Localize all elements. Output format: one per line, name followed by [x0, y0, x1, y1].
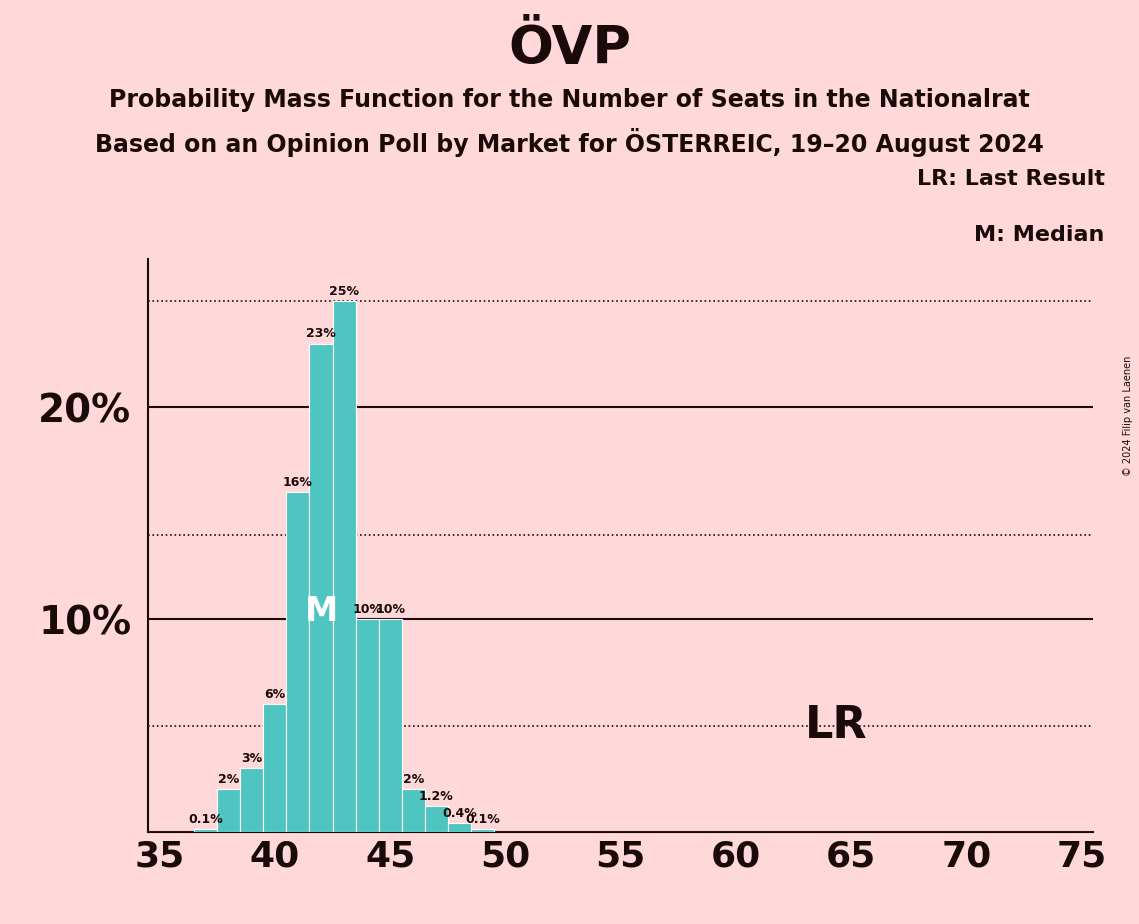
Text: LR: LR — [805, 704, 868, 747]
Text: 2%: 2% — [402, 773, 424, 786]
Text: 6%: 6% — [264, 688, 286, 701]
Text: 0.1%: 0.1% — [465, 813, 500, 826]
Bar — [378, 619, 402, 832]
Text: Probability Mass Function for the Number of Seats in the Nationalrat: Probability Mass Function for the Number… — [109, 88, 1030, 112]
Text: 0.4%: 0.4% — [442, 807, 477, 820]
Bar — [263, 704, 286, 832]
Bar — [402, 789, 425, 832]
Text: LR: Last Result: LR: Last Result — [917, 169, 1105, 189]
Bar — [470, 830, 494, 832]
Text: ÖVP: ÖVP — [508, 23, 631, 75]
Bar — [355, 619, 378, 832]
Bar — [218, 789, 240, 832]
Bar — [240, 768, 263, 832]
Text: 10%: 10% — [375, 603, 405, 616]
Bar — [194, 830, 218, 832]
Text: 16%: 16% — [282, 476, 313, 489]
Text: 25%: 25% — [329, 285, 359, 298]
Text: © 2024 Filip van Laenen: © 2024 Filip van Laenen — [1123, 356, 1133, 476]
Bar — [286, 492, 310, 832]
Text: 2%: 2% — [219, 773, 239, 786]
Bar — [333, 301, 355, 832]
Bar — [425, 806, 448, 832]
Bar — [310, 344, 333, 832]
Text: M: M — [304, 595, 337, 628]
Text: Based on an Opinion Poll by Market for ÖSTERREIC, 19–20 August 2024: Based on an Opinion Poll by Market for Ö… — [96, 128, 1043, 156]
Text: 10%: 10% — [352, 603, 382, 616]
Text: 3%: 3% — [241, 752, 262, 765]
Text: M: Median: M: Median — [975, 225, 1105, 245]
Bar — [448, 823, 470, 832]
Text: 0.1%: 0.1% — [188, 813, 223, 826]
Text: 1.2%: 1.2% — [419, 790, 453, 803]
Text: 23%: 23% — [306, 327, 336, 340]
